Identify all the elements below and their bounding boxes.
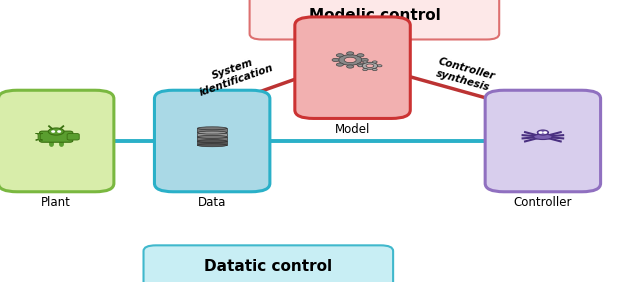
- FancyBboxPatch shape: [0, 90, 114, 192]
- Text: Model: Model: [335, 123, 370, 136]
- Ellipse shape: [197, 135, 227, 138]
- FancyBboxPatch shape: [155, 90, 270, 192]
- Circle shape: [358, 65, 363, 67]
- Circle shape: [362, 62, 378, 69]
- Text: Controller
synthesis: Controller synthesis: [434, 56, 496, 93]
- FancyBboxPatch shape: [295, 17, 411, 118]
- FancyBboxPatch shape: [485, 90, 600, 192]
- FancyBboxPatch shape: [39, 131, 73, 142]
- Text: Modelic control: Modelic control: [308, 8, 441, 23]
- Ellipse shape: [197, 140, 227, 143]
- Circle shape: [346, 52, 354, 55]
- Ellipse shape: [534, 134, 552, 140]
- Ellipse shape: [197, 144, 227, 147]
- Circle shape: [336, 63, 343, 66]
- Text: System
identification: System identification: [193, 52, 275, 98]
- Bar: [197, 128, 227, 132]
- Bar: [197, 141, 227, 145]
- Bar: [197, 137, 227, 141]
- Circle shape: [361, 58, 368, 61]
- Circle shape: [52, 131, 54, 132]
- Bar: [197, 133, 227, 137]
- Text: Plant: Plant: [41, 196, 71, 209]
- Circle shape: [363, 61, 368, 63]
- Circle shape: [537, 130, 548, 135]
- Circle shape: [378, 65, 382, 67]
- Circle shape: [363, 69, 368, 71]
- Circle shape: [48, 128, 64, 135]
- Text: Controller: Controller: [514, 196, 572, 209]
- Text: Data: Data: [198, 196, 227, 209]
- Circle shape: [338, 55, 362, 65]
- Circle shape: [346, 65, 354, 68]
- Circle shape: [539, 132, 542, 133]
- Circle shape: [544, 132, 547, 133]
- FancyBboxPatch shape: [67, 133, 79, 140]
- Circle shape: [373, 69, 377, 71]
- FancyBboxPatch shape: [36, 133, 42, 140]
- Text: Datatic control: Datatic control: [204, 259, 333, 274]
- Circle shape: [357, 54, 364, 57]
- Circle shape: [336, 54, 343, 57]
- Circle shape: [332, 58, 339, 61]
- Circle shape: [344, 57, 356, 63]
- Circle shape: [373, 61, 377, 63]
- FancyBboxPatch shape: [144, 245, 393, 282]
- Ellipse shape: [197, 131, 227, 134]
- Ellipse shape: [197, 127, 227, 130]
- FancyBboxPatch shape: [250, 0, 499, 39]
- Circle shape: [58, 131, 61, 132]
- Circle shape: [366, 64, 374, 67]
- Circle shape: [357, 63, 364, 66]
